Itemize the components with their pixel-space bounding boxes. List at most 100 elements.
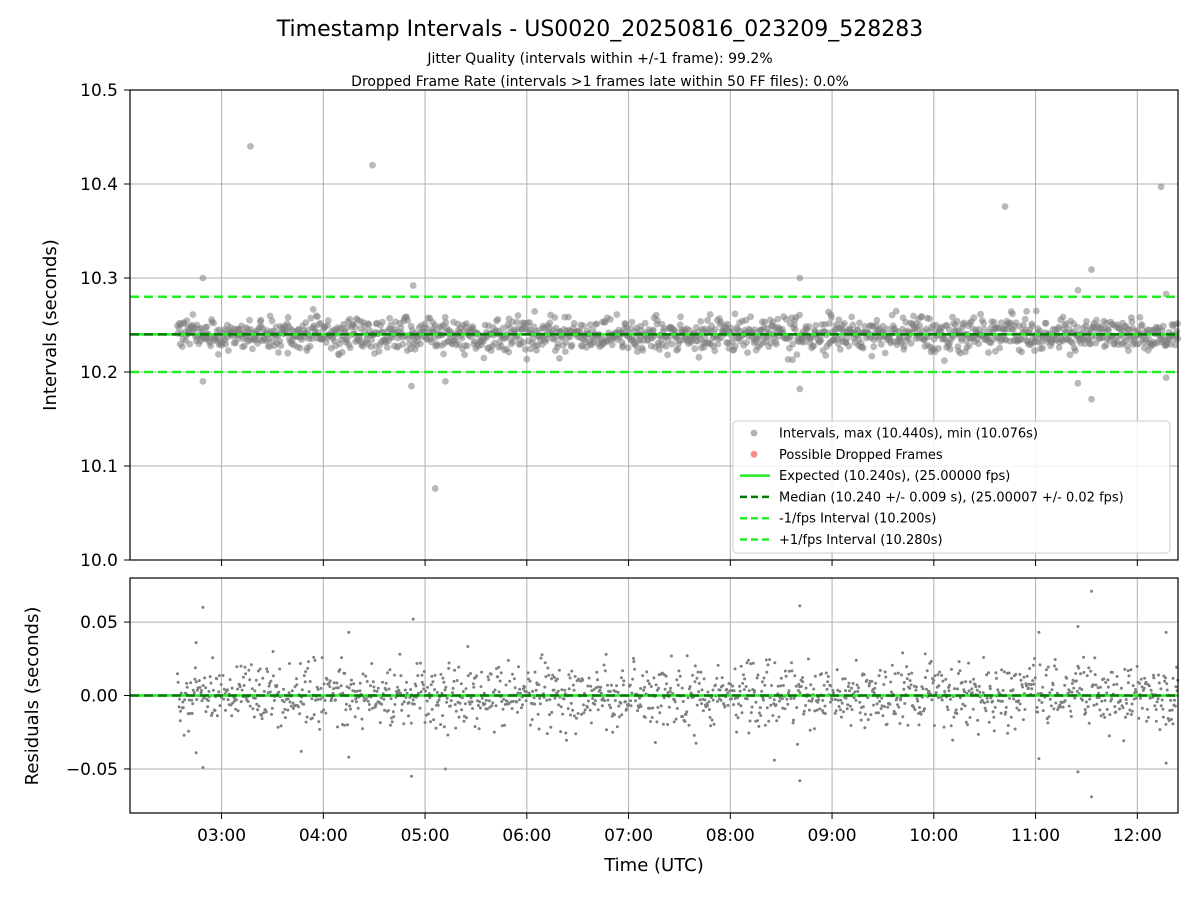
residuals-data-point (1096, 686, 1100, 690)
residuals-data-point (672, 720, 676, 724)
residuals-data-point (230, 714, 234, 718)
residuals-data-point (1036, 710, 1040, 714)
intervals-data-point (900, 342, 908, 350)
residuals-data-point (468, 702, 472, 706)
residuals-data-point (422, 687, 426, 691)
residuals-data-point (729, 682, 733, 686)
residuals-data-point (1104, 681, 1108, 684)
residuals-data-point (304, 720, 308, 724)
residuals-data-point (448, 704, 452, 708)
residuals-data-point (1108, 713, 1112, 717)
residuals-data-point (222, 697, 226, 701)
residuals-data-point (409, 721, 413, 725)
intervals-data-point (796, 311, 803, 319)
residuals-data-point (315, 685, 319, 689)
residuals-data-point (1105, 691, 1109, 695)
residuals-data-point (1126, 681, 1130, 685)
intervals-data-point (668, 340, 676, 348)
intervals-outlier-point (199, 378, 207, 385)
legend-marker (750, 429, 758, 437)
residuals-y-tick-label: 0.00 (80, 687, 118, 707)
residuals-data-point (458, 701, 462, 705)
residuals-data-point (770, 684, 773, 687)
x-tick-label: 08:00 (706, 826, 755, 846)
residuals-data-point (546, 666, 550, 670)
residuals-data-point (774, 703, 778, 707)
residuals-data-point (210, 714, 213, 717)
residuals-data-point (1069, 709, 1073, 713)
residuals-data-point (534, 688, 538, 692)
residuals-data-point (987, 720, 991, 724)
residuals-data-point (1082, 655, 1085, 659)
residuals-data-point (707, 708, 711, 711)
residuals-data-point (1157, 681, 1161, 685)
residuals-data-point (730, 689, 734, 692)
intervals-data-point (1159, 322, 1167, 330)
residuals-panel: 0.050.00−0.05 03:00 04:00 05:00 06:00 07:00 0… (22, 577, 1180, 876)
residuals-data-point (986, 700, 990, 704)
residuals-data-point (763, 683, 767, 687)
residuals-data-point (217, 690, 221, 694)
residuals-data-point (380, 702, 384, 706)
residuals-data-point (758, 706, 762, 710)
residuals-data-point (480, 670, 484, 674)
residuals-data-point (340, 656, 343, 660)
residuals-data-point (493, 688, 497, 692)
residuals-data-point (471, 682, 475, 686)
intervals-y-tick-label: 10.5 (80, 81, 118, 101)
residuals-data-point (503, 723, 507, 727)
residuals-data-point (1086, 705, 1090, 709)
residuals-data-point (369, 684, 372, 688)
residuals-data-point (548, 698, 552, 702)
residuals-data-point (1145, 719, 1149, 723)
residuals-data-point (601, 696, 605, 700)
residuals-data-point (211, 688, 215, 692)
residuals-data-point (429, 720, 432, 724)
residuals-data-point (748, 719, 752, 723)
residuals-data-point (1161, 715, 1165, 719)
residuals-data-point (343, 723, 346, 727)
residuals-data-point (557, 668, 561, 672)
residuals-outlier-point (798, 604, 802, 608)
residuals-data-point (978, 690, 982, 694)
residuals-data-point (178, 697, 181, 701)
residuals-data-point (909, 683, 913, 687)
residuals-data-point (648, 706, 652, 710)
residuals-data-point (420, 673, 424, 677)
residuals-data-point (698, 698, 702, 702)
residuals-data-point (288, 700, 292, 704)
residuals-data-point (958, 669, 962, 673)
residuals-data-point (240, 688, 244, 692)
residuals-y-tick-label: 0.05 (80, 613, 118, 633)
residuals-data-point (288, 662, 291, 665)
residuals-data-point (681, 700, 685, 703)
residuals-data-point (677, 669, 681, 673)
residuals-outlier-point (1076, 770, 1080, 774)
intervals-data-point (494, 316, 502, 323)
residuals-data-point (390, 720, 394, 724)
intervals-data-point (1087, 339, 1094, 347)
residuals-data-point (1091, 683, 1095, 687)
residuals-data-point (775, 719, 779, 723)
residuals-data-point (934, 691, 938, 695)
residuals-data-point (187, 729, 191, 733)
intervals-data-point (1042, 319, 1050, 327)
intervals-data-point (980, 319, 987, 327)
residuals-data-point (215, 714, 219, 718)
residuals-data-point (486, 675, 490, 679)
residuals-data-point (583, 708, 587, 712)
residuals-data-point (688, 685, 692, 689)
residuals-data-point (778, 696, 782, 700)
residuals-data-point (543, 685, 547, 689)
residuals-data-point (299, 700, 303, 704)
residuals-data-point (1013, 727, 1017, 731)
residuals-data-point (1110, 670, 1114, 674)
residuals-data-point (207, 690, 211, 693)
residuals-data-point (236, 687, 240, 691)
residuals-data-point (297, 705, 300, 709)
residuals-data-point (756, 673, 760, 677)
residuals-data-point (580, 712, 583, 716)
intervals-data-point (1018, 348, 1025, 356)
residuals-data-point (1070, 690, 1074, 694)
intervals-data-point (463, 342, 471, 350)
